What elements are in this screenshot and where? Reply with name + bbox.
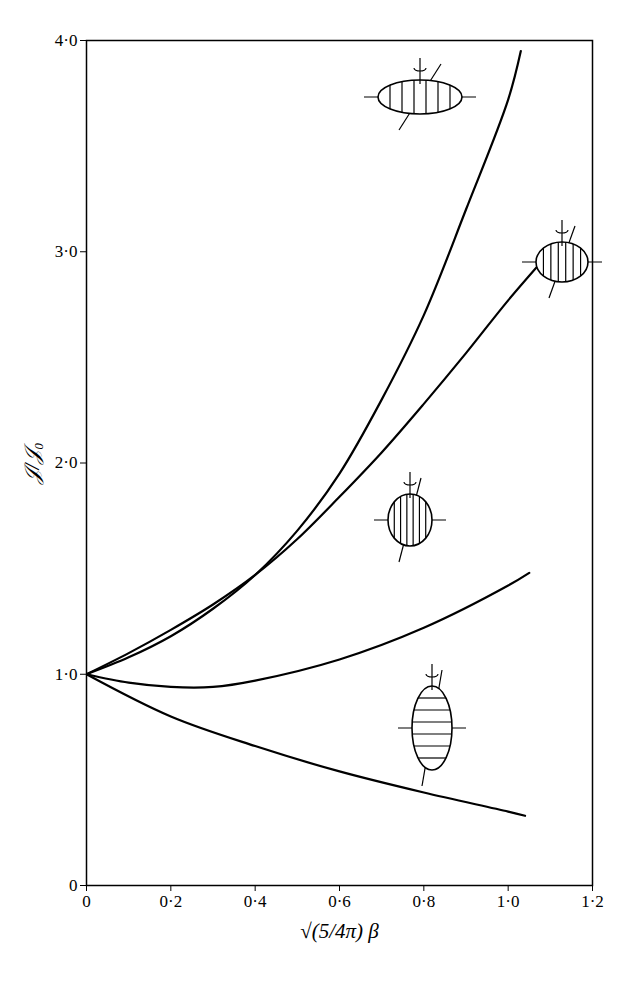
svg-text:2·0: 2·0	[55, 453, 78, 472]
svg-text:4·0: 4·0	[55, 31, 78, 50]
svg-text:0: 0	[82, 892, 91, 911]
svg-text:1·0: 1·0	[55, 665, 78, 684]
svg-text:0·8: 0·8	[412, 892, 435, 911]
svg-text:0·4: 0·4	[244, 892, 267, 911]
svg-text:0·6: 0·6	[328, 892, 351, 911]
svg-text:3·0: 3·0	[55, 242, 78, 261]
svg-text:1·2: 1·2	[581, 892, 604, 911]
svg-text:𝒥/𝒥₀: 𝒥/𝒥₀	[20, 442, 44, 485]
svg-text:0·2: 0·2	[159, 892, 182, 911]
svg-text:0: 0	[69, 876, 78, 895]
svg-text:1·0: 1·0	[497, 892, 520, 911]
svg-text:√(5/4π) β: √(5/4π) β	[300, 919, 379, 943]
